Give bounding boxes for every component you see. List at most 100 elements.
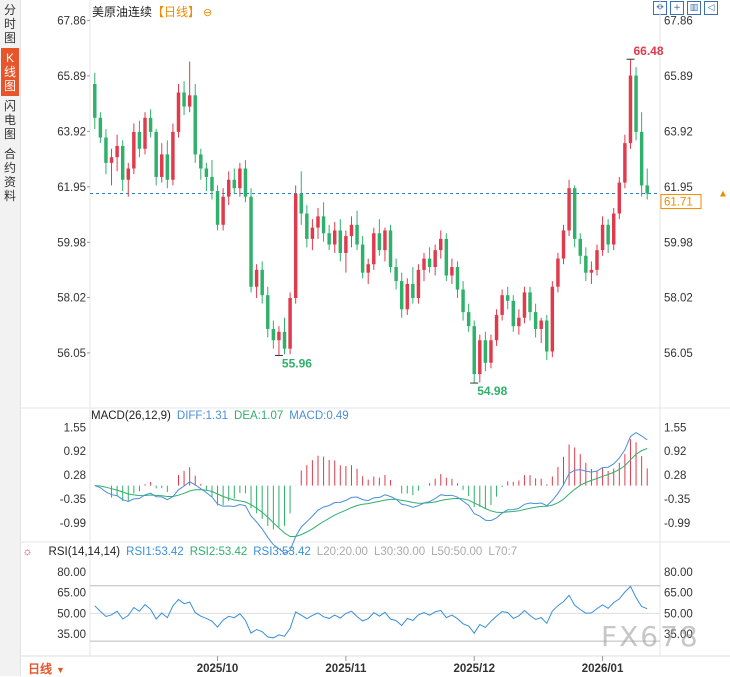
candle-body — [461, 289, 465, 313]
candle-body — [567, 188, 571, 231]
candle-body — [383, 230, 387, 251]
candle-body — [132, 131, 136, 169]
rsi2-value: RSI2:53.42 — [189, 546, 248, 558]
candle-body — [589, 269, 594, 273]
candle-body — [422, 258, 426, 270]
price-tick-label: 59.98 — [57, 237, 86, 249]
tab-kline[interactable]: K线图 — [1, 48, 19, 96]
macd-tick-label: -0.35 — [664, 494, 690, 506]
price-tick-label: 67.86 — [57, 15, 86, 27]
candle-body — [584, 255, 588, 273]
candle-body — [104, 137, 108, 163]
x-tick-label: 2026/01 — [582, 663, 624, 675]
x-tick-label: 2025/11 — [325, 663, 367, 675]
candle-body — [545, 320, 549, 352]
rsi-tick-label: 50.00 — [664, 608, 693, 620]
last-price-label: 61.71 — [664, 197, 693, 209]
rsi1-value: RSI1:53.42 — [126, 546, 184, 558]
macd-header: MACD(26,12,9) DIFF:1.31 DEA:1.07 MACD:0.49 — [91, 410, 355, 422]
candle-body — [595, 250, 599, 270]
back-icon[interactable]: ◁ — [704, 1, 718, 15]
rsi-tick-label: 80.00 — [57, 567, 86, 579]
candle-body — [427, 258, 432, 268]
candle-body — [539, 320, 543, 329]
period-label[interactable]: 【日线】 — [152, 5, 201, 19]
price-tick-label: 58.02 — [664, 292, 693, 304]
macd-tick-label: 0.92 — [64, 446, 86, 458]
candle-body — [394, 267, 398, 282]
candle-body — [288, 298, 292, 349]
instrument-name: 美原油连续 — [92, 5, 153, 19]
extreme-label: 54.98 — [477, 384, 507, 398]
tab-flash[interactable]: 闪电图 — [3, 99, 16, 141]
macd-value: MACD:0.49 — [289, 410, 349, 422]
macd-label: MACD(26,12,9) — [91, 410, 171, 422]
candle-body — [148, 117, 153, 132]
tab-intraday[interactable]: 分时图 — [3, 3, 16, 45]
price-tick-label: 67.86 — [664, 15, 693, 27]
sun-icon[interactable]: ☼ — [22, 546, 33, 558]
settings-icon[interactable]: ⊖ — [203, 7, 213, 19]
candle-body — [210, 176, 214, 192]
candle-body — [405, 283, 409, 310]
macd-dea: DEA:1.07 — [234, 410, 284, 422]
candle-body — [115, 145, 119, 158]
candle-body — [433, 250, 437, 268]
panel-icon[interactable]: ▥ — [687, 1, 701, 15]
candle-body — [561, 230, 566, 259]
candle-body — [221, 196, 225, 225]
candle-body — [120, 145, 125, 180]
candle-body — [160, 154, 164, 177]
candle-body — [556, 258, 560, 287]
candle-body — [344, 236, 348, 253]
price-tick-label: 63.92 — [57, 126, 86, 138]
candle-body — [478, 340, 482, 375]
candle-body — [522, 292, 527, 318]
candle-body — [316, 216, 320, 228]
macd-tick-label: -0.99 — [664, 518, 690, 530]
candle-body — [182, 92, 186, 107]
rsi-line — [94, 585, 648, 639]
candle-body — [349, 224, 354, 237]
candle-body — [171, 131, 175, 180]
candle-body — [282, 331, 287, 349]
candle-body — [372, 233, 376, 265]
candle-body — [199, 154, 203, 169]
candle-body — [617, 182, 622, 214]
candle-body — [366, 264, 370, 273]
rsi-l50: L50:50.00 — [431, 546, 483, 558]
price-tick-label: 65.89 — [57, 71, 86, 83]
candle-body — [489, 340, 493, 363]
chart-title: 美原油连续【日线】 ⊖ — [92, 3, 212, 20]
macd-tick-label: -0.35 — [60, 494, 86, 506]
price-tick-label: 56.05 — [57, 348, 86, 360]
price-tick-label: 58.02 — [57, 292, 86, 304]
candle-body — [517, 317, 521, 327]
price-tick-label: 61.95 — [664, 182, 693, 194]
rsi-header: ☼ RSI(14,14,14) RSI1:53.42 RSI2:53.42 RSI3:5… — [22, 546, 523, 558]
candle-body — [154, 131, 158, 177]
candle-body — [612, 213, 616, 245]
candle-body — [505, 295, 510, 301]
candle-body — [277, 331, 281, 341]
candle-body — [572, 188, 577, 239]
candle-body — [293, 193, 298, 299]
candle-body — [377, 233, 382, 251]
candle-body — [98, 117, 103, 138]
candle-body — [600, 224, 605, 251]
candle-body — [238, 168, 242, 189]
period-selector[interactable]: 日线 ▼ — [28, 660, 65, 677]
candle-body — [187, 95, 192, 107]
macd-diff: DIFF:1.31 — [176, 410, 229, 422]
candle-body — [494, 314, 499, 341]
rsi-label: RSI(14,14,14) — [48, 546, 121, 558]
candle-body — [606, 224, 610, 245]
candle-body — [455, 267, 460, 290]
tab-contract-info[interactable]: 合约资料 — [3, 147, 16, 203]
crosshair-icon[interactable]: + — [670, 1, 684, 15]
candle-body — [143, 117, 147, 149]
candle-body — [327, 233, 331, 245]
candle-body — [321, 216, 326, 234]
rsi-tick-label: 65.00 — [57, 588, 86, 600]
